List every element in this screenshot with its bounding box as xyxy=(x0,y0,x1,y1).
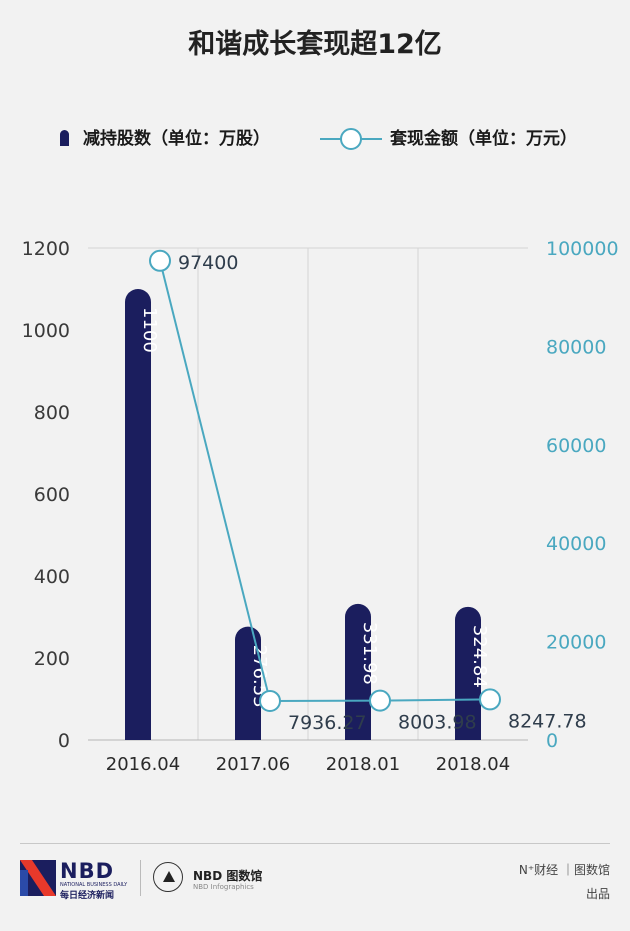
footer-vertical-divider xyxy=(140,860,141,896)
nbd-brand-sub-en: NATIONAL BUSINESS DAILY xyxy=(60,882,128,888)
infographics-logo: NBD 图数馆 NBD Infographics xyxy=(153,862,293,898)
legend-bar-swatch xyxy=(60,130,69,146)
line-data-label: 7936.27 xyxy=(288,712,367,734)
cash-series-line xyxy=(159,260,491,702)
line-point xyxy=(369,689,391,712)
x-tick-label: 2018.04 xyxy=(436,754,510,775)
legend-line-swatch xyxy=(320,128,382,150)
line-data-label: 97400 xyxy=(178,252,238,274)
line-point xyxy=(149,249,171,272)
credit-line-2: 出品 xyxy=(585,887,610,901)
legend-cash-label: 套现金额（单位：万元） xyxy=(390,129,577,149)
x-tick-label: 2018.01 xyxy=(326,754,400,775)
infographics-sub: NBD Infographics xyxy=(193,883,254,891)
y-left-tick-label: 600 xyxy=(34,484,70,506)
nbd-brand-name: NBD xyxy=(60,859,115,883)
y-left-tick-label: 1200 xyxy=(22,238,70,260)
bar-data-label: 1100 xyxy=(139,307,160,353)
nbd-brand-sub-cn: 每日经济新闻 xyxy=(60,891,115,901)
y-left-tick-label: 0 xyxy=(58,730,70,752)
y-left-tick-label: 400 xyxy=(34,566,70,588)
legend-item-shares: 减持股数（单位：万股） xyxy=(60,124,270,149)
infographics-name: NBD 图数馆 xyxy=(193,869,263,883)
bar xyxy=(345,603,371,740)
infographics-logo-icon xyxy=(153,862,183,892)
y-right-tick-label: 100000 xyxy=(546,238,619,260)
bar-data-label: 324.84 xyxy=(469,625,490,688)
bar xyxy=(125,289,151,740)
legend-item-cash: 套现金额（单位：万元） xyxy=(320,124,577,151)
y-right-tick-label: 0 xyxy=(546,730,558,752)
line-point xyxy=(479,688,501,711)
bar xyxy=(235,626,261,740)
line-data-label: 8003.98 xyxy=(398,712,477,734)
x-tick-label: 2016.04 xyxy=(106,754,180,775)
y-right-tick-label: 40000 xyxy=(546,533,606,555)
bar xyxy=(455,606,481,740)
y-left-tick-label: 1000 xyxy=(22,320,70,342)
y-left-tick-label: 800 xyxy=(34,402,70,424)
y-left-tick-label: 200 xyxy=(34,648,70,670)
y-right-tick-label: 20000 xyxy=(546,632,606,654)
line-point xyxy=(259,689,281,712)
footer-divider xyxy=(20,843,610,844)
combo-chart: 0 200 400 600 800 1000 1200 0 20000 40000 60000 800… xyxy=(22,238,619,775)
legend-shares-label: 减持股数（单位：万股） xyxy=(83,129,270,149)
nbd-logo-icon xyxy=(20,860,56,896)
line-data-label: 8247.78 xyxy=(508,710,587,732)
x-tick-label: 2017.06 xyxy=(216,754,290,775)
chart-title: 和谐成长套现超12亿 xyxy=(188,29,442,60)
nbd-logo: NBD NATIONAL BUSINESS DAILY 每日经济新闻 xyxy=(20,859,130,902)
bar-data-label: 331.98 xyxy=(359,622,380,685)
y-right-tick-label: 80000 xyxy=(546,336,606,358)
credit-line-1: N⁺财经 ｜图数馆 xyxy=(518,863,610,877)
y-right-tick-label: 60000 xyxy=(546,435,606,457)
